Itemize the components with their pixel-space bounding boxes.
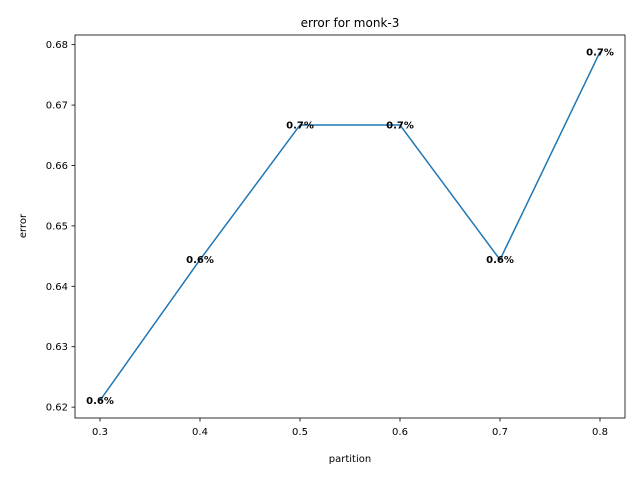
data-label: 0.6% (86, 396, 114, 407)
y-tick-label: 0.64 (46, 282, 68, 293)
y-tick-label: 0.67 (46, 101, 68, 112)
x-tick-label: 0.4 (192, 427, 208, 438)
y-tick-label: 0.68 (46, 40, 68, 51)
y-tick-label: 0.65 (46, 221, 68, 232)
x-tick-label: 0.5 (292, 427, 308, 438)
data-label: 0.7% (286, 121, 314, 132)
data-label: 0.7% (586, 47, 614, 58)
plot-frame (74, 34, 626, 419)
y-axis-label: error (18, 213, 29, 238)
chart-title: error for monk-3 (301, 16, 400, 30)
x-tick-label: 0.7 (492, 427, 508, 438)
x-axis-label: partition (329, 454, 371, 465)
x-tick-label: 0.8 (592, 427, 608, 438)
y-tick-label: 0.66 (46, 161, 68, 172)
y-tick-label: 0.63 (46, 342, 68, 353)
series-line (99, 51, 601, 401)
data-label: 0.6% (186, 255, 214, 266)
data-label: 0.7% (386, 121, 414, 132)
data-label: 0.6% (486, 255, 514, 266)
x-tick-label: 0.3 (92, 427, 108, 438)
y-tick-label: 0.62 (46, 403, 68, 414)
x-tick-label: 0.6 (392, 427, 408, 438)
